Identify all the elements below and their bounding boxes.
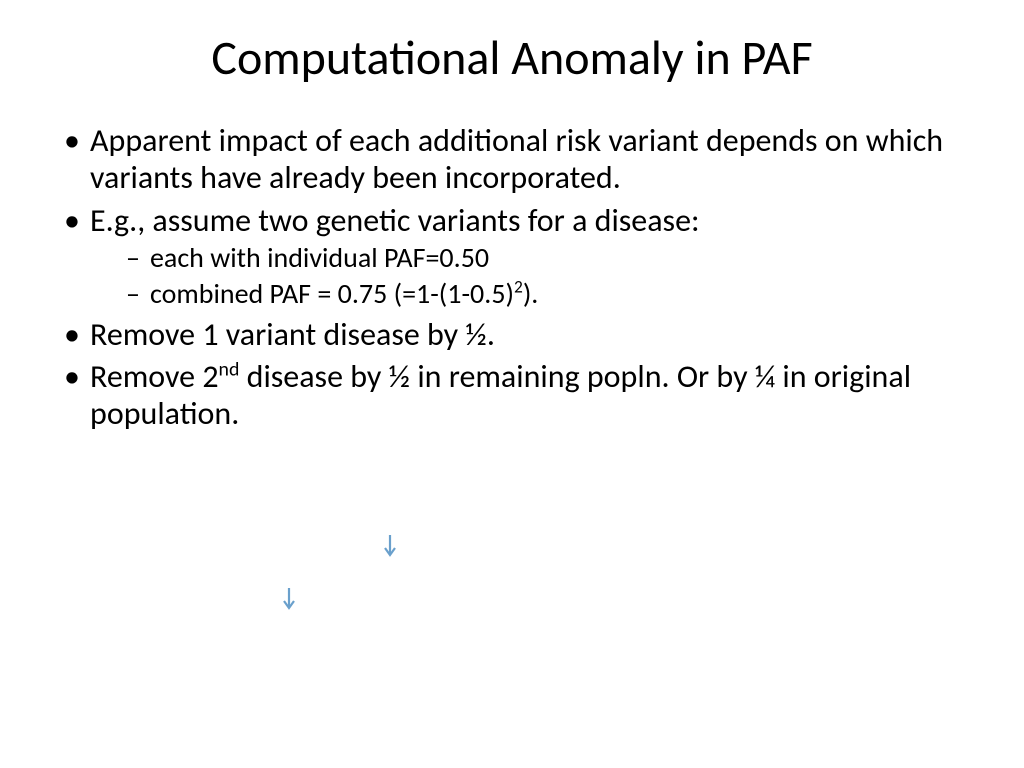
bullet-list: Apparent impact of each additional risk … <box>60 123 964 433</box>
sub-bullet-text: ). <box>523 276 539 311</box>
bullet-item: Remove 1 variant disease by ½. <box>60 317 964 354</box>
superscript: 2 <box>514 276 523 298</box>
sub-bullet-item: combined PAF = 0.75 (=1-(1-0.5)2). <box>124 277 964 311</box>
bullet-text: Remove 2 <box>90 357 219 396</box>
bullet-item: Remove 2nd disease by ½ in remaining pop… <box>60 359 964 433</box>
bullet-item: Apparent impact of each additional risk … <box>60 123 964 197</box>
slide-title: Computational Anomaly in PAF <box>0 28 1024 87</box>
slide: Computational Anomaly in PAF Apparent im… <box>0 28 1024 768</box>
sub-bullet-text: combined PAF = 0.75 (=1-(1-0.5) <box>150 276 514 311</box>
sub-bullet-text: each with individual PAF=0.50 <box>150 240 489 275</box>
slide-body: Apparent impact of each additional risk … <box>0 123 1024 433</box>
bullet-text: Apparent impact of each additional risk … <box>90 121 943 197</box>
sub-bullet-list: each with individual PAF=0.50 combined P… <box>90 241 964 310</box>
bullet-text: Remove 1 variant disease by ½. <box>90 315 495 354</box>
sub-bullet-item: each with individual PAF=0.50 <box>124 241 964 275</box>
superscript: nd <box>219 358 240 382</box>
annotation-arrow-icon <box>282 586 296 614</box>
bullet-item: E.g., assume two genetic variants for a … <box>60 203 964 311</box>
bullet-text: E.g., assume two genetic variants for a … <box>90 201 700 240</box>
annotation-arrow-icon <box>383 533 397 561</box>
